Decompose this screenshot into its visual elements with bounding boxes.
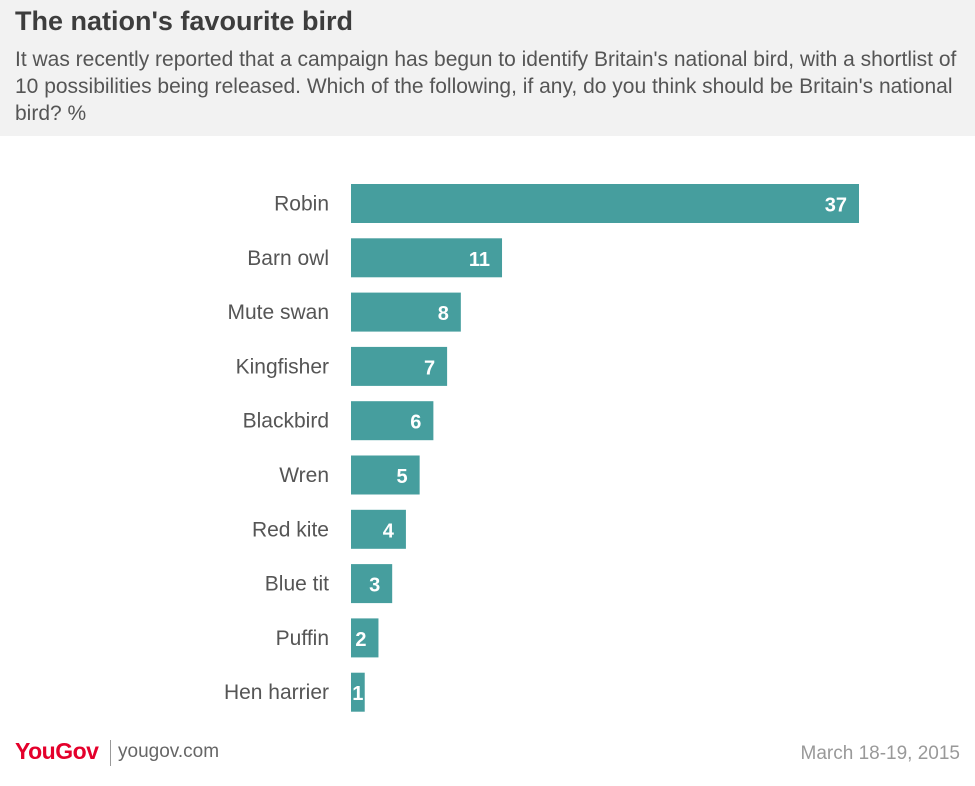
value-label: 1	[352, 683, 363, 705]
category-label: Kingfisher	[236, 355, 329, 378]
bar-robin	[351, 184, 859, 223]
chart-subtitle: It was recently reported that a campaign…	[15, 48, 957, 125]
value-label: 3	[369, 575, 380, 597]
bar-blackbird	[351, 401, 434, 441]
value-label: 5	[397, 466, 408, 488]
category-label: Mute swan	[227, 301, 329, 324]
bar-puffin	[351, 618, 379, 658]
bar-blue-tit	[351, 564, 393, 604]
bar-red-kite	[351, 509, 406, 549]
value-label: 37	[825, 195, 847, 217]
category-label: Blackbird	[243, 410, 329, 433]
category-label: Puffin	[276, 627, 329, 650]
category-label: Wren	[279, 464, 329, 487]
bar-mute-swan	[351, 292, 461, 332]
value-label: 6	[410, 412, 421, 434]
survey-date: March 18-19, 2015	[800, 743, 961, 764]
value-label: 2	[355, 629, 366, 651]
footer-url: yougov.com	[118, 741, 220, 762]
category-label: Robin	[274, 193, 329, 216]
category-label: Barn owl	[247, 247, 329, 270]
value-label: 7	[424, 357, 435, 379]
value-label: 11	[469, 249, 490, 271]
category-label: Blue tit	[265, 573, 329, 596]
chart-title: The nation's favourite bird	[15, 6, 353, 36]
footer-divider	[110, 740, 111, 766]
bar-hen-harrier	[351, 672, 365, 712]
bar-wren	[351, 455, 420, 495]
value-label: 4	[383, 520, 395, 542]
category-label: Hen harrier	[224, 681, 329, 704]
bar-barn-owl	[351, 238, 503, 278]
chart-header: The nation's favourite bird It was recen…	[0, 0, 975, 136]
yougov-logo: YouGov	[15, 738, 99, 764]
category-label: Red kite	[252, 518, 329, 541]
bar-kingfisher	[351, 346, 448, 386]
value-label: 8	[438, 303, 449, 325]
